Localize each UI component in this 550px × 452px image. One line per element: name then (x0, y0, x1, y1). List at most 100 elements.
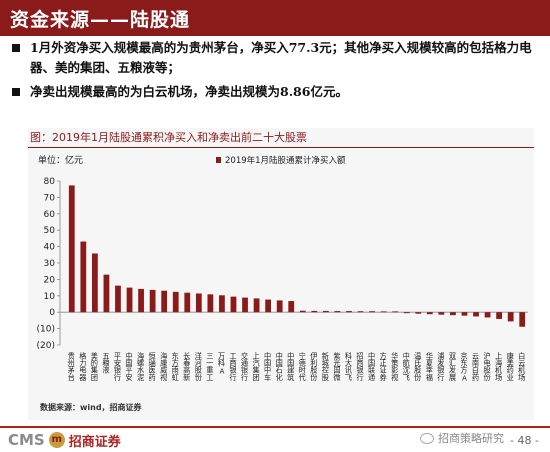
bar (322, 310, 329, 313)
bar (473, 312, 479, 317)
x-tick-label: 贵州茅台 (67, 351, 76, 382)
y-tick-label: 50 (44, 226, 56, 236)
bar (242, 297, 248, 313)
bar (369, 311, 375, 313)
y-tick-label: 40 (44, 243, 56, 253)
wechat-icon (420, 432, 434, 444)
bullet-item-2: 净卖出规模最高的为白云机场，净卖出规模为8.86亿元。 (12, 82, 542, 102)
data-source-note: 数据来源：wind，招商证券 (40, 403, 142, 412)
x-tick-label: 平安银行 (113, 352, 122, 382)
chart-title-rule (28, 147, 534, 148)
x-tick-label: 海螺水泥 (137, 351, 146, 382)
x-tick-label: 格力电器 (78, 351, 87, 382)
bar (184, 292, 191, 313)
bar (299, 310, 306, 313)
wechat-watermark: 招商策略研究 (420, 428, 504, 448)
slide-header: 资金来源——陆股通 (0, 0, 550, 36)
logo-latin-text: CMS (8, 431, 45, 449)
y-tick-label: 30 (44, 259, 56, 269)
y-tick-label: (20) (37, 341, 55, 351)
bar (68, 185, 75, 313)
x-tick-label: 科大讯飞 (344, 351, 353, 381)
x-tick-label: 紫光国微 (333, 352, 342, 382)
x-tick-label: 华夏幸福 (425, 351, 434, 382)
bar (311, 310, 318, 313)
bar (219, 295, 225, 313)
bar (172, 291, 179, 313)
chart-panel (28, 128, 534, 420)
x-tick-label: 白云机场 (517, 351, 526, 382)
x-tick-label: 新城控股 (321, 351, 330, 382)
x-tick-label: 双汇发展 (448, 352, 457, 382)
x-tick-label: 中国石化 (275, 351, 284, 382)
x-tick-label: 长春高新 (183, 351, 192, 382)
x-tick-label: 沪电股份 (483, 351, 492, 382)
x-tick-label: 美的集团 (90, 351, 99, 382)
bar (138, 288, 144, 313)
y-tick-label: 80 (44, 177, 56, 187)
y-tick-label: 0 (49, 308, 55, 318)
bar (415, 312, 422, 314)
bar (334, 311, 341, 313)
x-tick-label: 方正证券 (379, 351, 388, 382)
x-tick-label: 上海机场 (494, 351, 503, 382)
page-number: - 48 - (510, 434, 539, 447)
bar (403, 312, 410, 314)
x-tick-label: 温氏股份 (414, 351, 423, 382)
bullet-list: 1月外资净买入规模最高的为贵州茅台，净买入77.3元；其他净买入规模较高的包括格… (12, 38, 542, 102)
x-tick-label: 云南白药 (472, 352, 481, 382)
bullet-text-1: 1月外资净买入规模最高的为贵州茅台，净买入77.3元；其他净买入规模较高的包括格… (30, 40, 532, 75)
x-tick-label: 交通银行 (241, 351, 250, 382)
bullet-square-icon (12, 88, 20, 96)
unit-label: 单位：亿元 (38, 154, 83, 166)
bar (392, 311, 399, 313)
slide-title: 资金来源——陆股通 (10, 9, 191, 31)
bullet-square-icon (12, 44, 20, 52)
bullet-text-2: 净卖出规模最高的为白云机场，净卖出规模为8.86亿元。 (30, 84, 348, 99)
bar (450, 312, 456, 316)
x-tick-label: 京东方A (460, 351, 469, 382)
y-tick-label: 70 (44, 193, 56, 203)
bar (461, 312, 468, 316)
bar (484, 312, 491, 318)
bullet-item-1: 1月外资净买入规模最高的为贵州茅台，净买入77.3元；其他净买入规模较高的包括格… (12, 38, 542, 78)
x-tick-label: 伊利股份 (310, 351, 319, 382)
x-tick-label: 浦发银行 (437, 351, 446, 382)
bar (91, 253, 98, 313)
x-tick-label: 中国平安 (125, 351, 134, 382)
wechat-account-name: 招商策略研究 (438, 432, 504, 445)
x-tick-label: 中国中车 (264, 351, 273, 382)
y-tick-label: 60 (44, 210, 56, 220)
bar (276, 300, 283, 313)
footer-rule (0, 426, 550, 428)
x-tick-label: 上汽集团 (252, 351, 261, 382)
bar (230, 296, 237, 313)
logo-emblem-icon: m (48, 432, 65, 448)
bar (519, 312, 526, 327)
x-tick-label: 海康威视 (160, 351, 169, 382)
bar (80, 241, 87, 313)
x-tick-label: 东方雨虹 (171, 351, 180, 381)
bar (195, 293, 202, 313)
bar (346, 311, 352, 313)
bar (115, 285, 121, 313)
y-tick-label: 20 (44, 275, 56, 285)
bar (253, 298, 260, 313)
bar (149, 289, 156, 313)
bar (265, 299, 272, 313)
bar (126, 287, 133, 313)
bar (438, 312, 445, 315)
x-tick-label: 洋河股份 (194, 351, 203, 382)
y-tick-label: 10 (44, 292, 56, 302)
y-tick-label: (10) (37, 325, 55, 335)
x-tick-label: 五粮液 (102, 352, 111, 375)
bar (496, 312, 503, 319)
bar (288, 301, 295, 313)
x-tick-label: 三一重工 (206, 352, 215, 381)
x-tick-label: 华策影视 (391, 351, 400, 382)
bar (507, 312, 514, 322)
legend-swatch (216, 157, 221, 163)
x-tick-label: 招商银行 (356, 351, 365, 382)
bar (380, 311, 387, 313)
